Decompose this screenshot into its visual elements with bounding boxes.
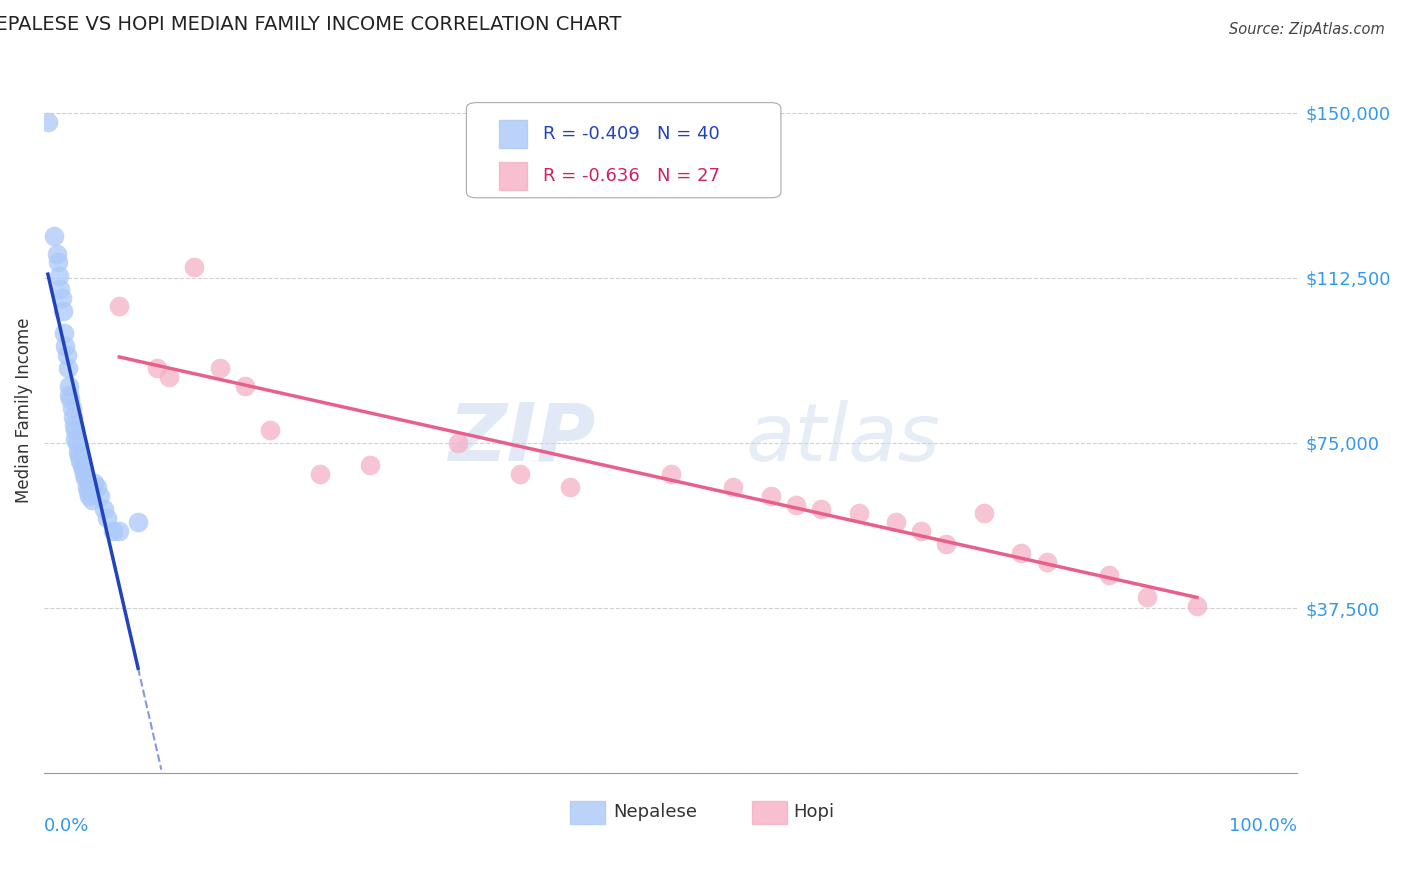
Point: [59, 392, 82, 406]
Point: [46, 255, 69, 269]
Point: [935, 537, 957, 551]
Point: [65, 432, 87, 446]
Point: [83, 475, 105, 490]
Point: [1136, 590, 1159, 604]
Point: [910, 524, 932, 538]
Point: [659, 467, 682, 481]
Point: [359, 458, 381, 472]
Point: [446, 436, 468, 450]
Point: [759, 489, 782, 503]
Point: [1185, 599, 1208, 613]
Point: [70, 458, 93, 472]
Point: [146, 361, 169, 376]
Point: [77, 489, 100, 503]
Point: [53, 326, 76, 340]
Bar: [499, 162, 526, 190]
Point: [76, 480, 98, 494]
Point: [55, 348, 77, 362]
Y-axis label: Median Family Income: Median Family Income: [15, 318, 32, 503]
Point: [67, 449, 90, 463]
Point: [63, 418, 86, 433]
Point: [560, 480, 582, 494]
Point: [259, 423, 281, 437]
Point: [48, 268, 70, 283]
Text: Nepalese: Nepalese: [613, 804, 697, 822]
Point: [233, 378, 256, 392]
Point: [1098, 568, 1121, 582]
Point: [49, 282, 72, 296]
Point: [75, 471, 97, 485]
Point: [848, 507, 870, 521]
Point: [56, 361, 79, 376]
Point: [93, 502, 115, 516]
Bar: [752, 801, 787, 824]
Point: [108, 300, 131, 314]
Point: [45, 246, 67, 260]
Point: [77, 484, 100, 499]
Point: [308, 467, 330, 481]
Point: [73, 467, 96, 481]
Point: [58, 387, 80, 401]
Text: 100.0%: 100.0%: [1229, 817, 1298, 835]
FancyBboxPatch shape: [467, 103, 780, 198]
Point: [66, 436, 89, 450]
Point: [101, 524, 124, 538]
Point: [80, 493, 103, 508]
Point: [60, 401, 83, 415]
Point: [72, 462, 94, 476]
Point: [51, 291, 73, 305]
Point: [973, 507, 995, 521]
Point: [509, 467, 531, 481]
Point: [108, 524, 131, 538]
Point: [1035, 555, 1057, 569]
Point: [723, 480, 745, 494]
Text: 0.0%: 0.0%: [44, 817, 90, 835]
Bar: [499, 120, 526, 148]
Point: [127, 515, 149, 529]
Text: Hopi: Hopi: [793, 804, 835, 822]
Point: [86, 480, 108, 494]
Point: [52, 303, 75, 318]
Point: [884, 515, 907, 529]
Point: [37, 114, 59, 128]
Text: ZIP: ZIP: [449, 400, 596, 478]
Text: R = -0.409   N = 40: R = -0.409 N = 40: [543, 125, 720, 143]
Point: [810, 502, 832, 516]
Point: [44, 229, 66, 244]
Point: [183, 260, 205, 274]
Point: [55, 339, 77, 353]
Point: [208, 361, 231, 376]
Point: [1011, 546, 1033, 560]
Point: [89, 489, 111, 503]
Point: [96, 510, 118, 524]
Point: [69, 453, 91, 467]
Bar: [571, 801, 606, 824]
Text: NEPALESE VS HOPI MEDIAN FAMILY INCOME CORRELATION CHART: NEPALESE VS HOPI MEDIAN FAMILY INCOME CO…: [0, 15, 621, 34]
Text: Source: ZipAtlas.com: Source: ZipAtlas.com: [1229, 22, 1385, 37]
Text: R = -0.636   N = 27: R = -0.636 N = 27: [543, 167, 720, 185]
Point: [66, 444, 89, 458]
Point: [785, 498, 807, 512]
Text: atlas: atlas: [745, 400, 941, 478]
Point: [62, 409, 84, 424]
Point: [157, 370, 180, 384]
Point: [58, 378, 80, 392]
Point: [65, 423, 87, 437]
